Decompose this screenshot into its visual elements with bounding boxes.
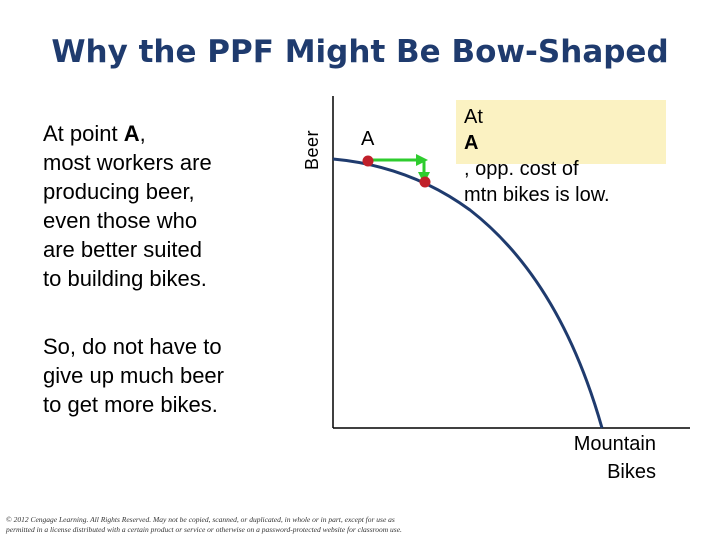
para1-line: to building bikes. (43, 266, 207, 291)
para2-line: give up much beer (43, 363, 224, 388)
copyright-line: permitted in a license distributed with … (6, 525, 402, 534)
point-a-label: A (361, 128, 375, 150)
x-axis-label-line: Mountain (573, 433, 656, 455)
ppf-curve (332, 157, 604, 429)
para1-line: are better suited (43, 237, 202, 262)
x-axis-label: Mountain Bikes (574, 430, 656, 486)
para1-line: most workers are (43, 150, 212, 175)
para2-line: to get more bikes. (43, 392, 218, 417)
para1-comma: , (139, 121, 146, 146)
point-a-marker (362, 155, 374, 167)
y-axis-label: Beer (302, 129, 322, 170)
para1-text: At point (43, 121, 124, 146)
opportunity-cost-callout: At A , opp. cost of mtn bikes is low. (456, 100, 666, 206)
explanation-paragraph-2: So, do not have to give up much beer to … (43, 332, 224, 419)
para1-point-ref: A (123, 121, 140, 146)
callout-text: At (464, 106, 483, 128)
copyright-notice: © 2012 Cengage Learning. All Rights Rese… (6, 515, 402, 535)
para1-line: even those who (43, 208, 198, 233)
x-axis-label-line: Bikes (607, 461, 656, 483)
para1-line: producing beer, (43, 179, 195, 204)
horizontal-arrow-head (416, 154, 428, 166)
callout-text: , opp. cost of (464, 158, 579, 180)
callout-point-ref: A (464, 132, 479, 154)
copyright-line: © 2012 Cengage Learning. All Rights Rese… (6, 515, 395, 524)
callout-line-2: mtn bikes is low. (464, 184, 610, 206)
para2-line: So, do not have to (43, 334, 222, 359)
second-point-marker (419, 176, 431, 188)
page-title: Why the PPF Might Be Bow-Shaped (51, 34, 669, 70)
explanation-paragraph-1: At point A, most workers are producing b… (43, 119, 212, 293)
